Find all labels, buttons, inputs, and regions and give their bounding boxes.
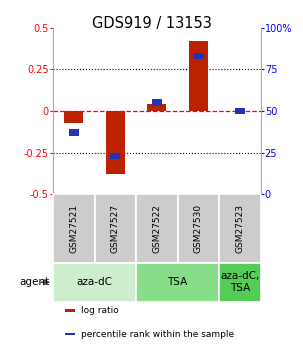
Text: GSM27521: GSM27521 bbox=[69, 204, 78, 253]
Text: aza-dC: aza-dC bbox=[77, 277, 112, 287]
Bar bbox=[53, 194, 95, 263]
Bar bbox=[178, 194, 219, 263]
Bar bbox=[110, 153, 121, 159]
Text: GSM27527: GSM27527 bbox=[111, 204, 120, 253]
Bar bbox=[95, 194, 136, 263]
Text: GSM27523: GSM27523 bbox=[235, 204, 244, 253]
Text: GSM27522: GSM27522 bbox=[152, 204, 161, 253]
Bar bbox=[219, 263, 261, 302]
Bar bbox=[148, 104, 166, 111]
Text: GDS919 / 13153: GDS919 / 13153 bbox=[92, 16, 211, 30]
Text: percentile rank within the sample: percentile rank within the sample bbox=[81, 329, 234, 338]
Bar bbox=[106, 111, 125, 174]
Bar bbox=[53, 263, 136, 302]
Text: agent: agent bbox=[20, 277, 50, 287]
Bar bbox=[68, 129, 79, 136]
Bar bbox=[219, 194, 261, 263]
Text: log ratio: log ratio bbox=[81, 306, 119, 315]
Bar bbox=[235, 108, 245, 114]
Bar bbox=[136, 194, 178, 263]
Text: aza-dC,
TSA: aza-dC, TSA bbox=[220, 272, 259, 293]
Bar bbox=[65, 309, 75, 312]
Text: TSA: TSA bbox=[168, 277, 188, 287]
Bar bbox=[193, 53, 204, 59]
Bar bbox=[152, 99, 162, 106]
Bar bbox=[136, 263, 219, 302]
Bar bbox=[65, 333, 75, 335]
Bar bbox=[65, 111, 83, 123]
Bar bbox=[189, 41, 208, 111]
Text: GSM27530: GSM27530 bbox=[194, 204, 203, 253]
